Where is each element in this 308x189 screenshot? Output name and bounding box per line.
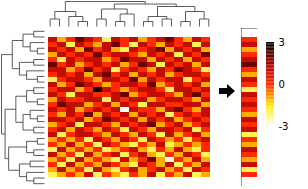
svg-text:-3: -3 bbox=[279, 121, 289, 132]
svg-text:3: 3 bbox=[279, 37, 285, 48]
svg-text:0: 0 bbox=[279, 79, 285, 90]
